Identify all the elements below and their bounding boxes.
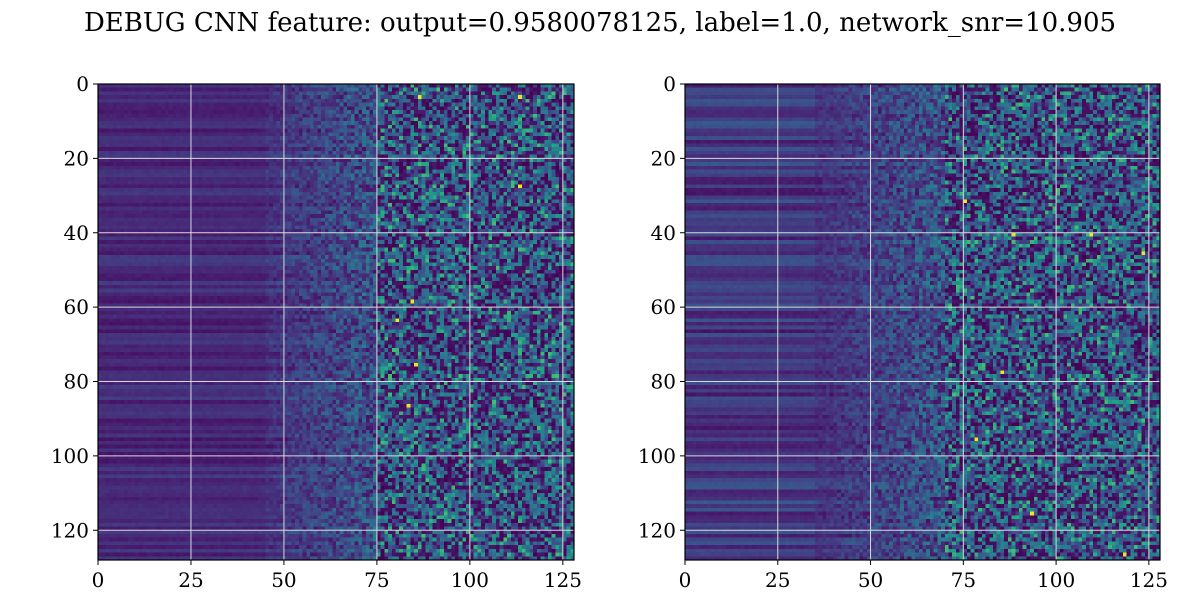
y-tick-label: 120 bbox=[638, 518, 676, 542]
y-tick-label: 100 bbox=[51, 444, 89, 468]
y-tick-label: 120 bbox=[51, 518, 89, 542]
heatmap-image bbox=[685, 84, 1160, 560]
y-tick-label: 60 bbox=[64, 295, 89, 319]
y-tick-label: 40 bbox=[64, 221, 89, 245]
y-tick-label: 0 bbox=[76, 72, 89, 96]
x-tick-label: 100 bbox=[451, 568, 489, 592]
y-tick-label: 20 bbox=[64, 146, 89, 170]
y-tick-label: 40 bbox=[651, 221, 676, 245]
axes-frame bbox=[97, 83, 575, 561]
x-tick-label: 0 bbox=[679, 568, 692, 592]
axes-frame bbox=[684, 83, 1161, 561]
figure-title: DEBUG CNN feature: output=0.9580078125, … bbox=[83, 8, 1117, 38]
heatmap-panel-right: 0 25 50 75 100 125 0 20 40 60 80 100 120 bbox=[638, 72, 1168, 592]
heatmap-image bbox=[98, 84, 574, 560]
x-tick-label: 125 bbox=[544, 568, 582, 592]
x-tick-label: 75 bbox=[951, 568, 976, 592]
x-tick-label: 125 bbox=[1130, 568, 1168, 592]
x-tick-label: 75 bbox=[364, 568, 389, 592]
heatmap-panel-left: 0 25 50 75 100 125 0 20 40 60 80 100 120 bbox=[51, 72, 582, 592]
y-tick-label: 60 bbox=[651, 295, 676, 319]
x-tick-label: 50 bbox=[271, 568, 296, 592]
y-tick-label: 80 bbox=[64, 370, 89, 394]
y-tick-label: 0 bbox=[663, 72, 676, 96]
x-tick-label: 50 bbox=[858, 568, 883, 592]
x-tick-label: 0 bbox=[92, 568, 105, 592]
x-tick-label: 100 bbox=[1037, 568, 1075, 592]
y-tick-label: 20 bbox=[651, 146, 676, 170]
x-tick-label: 25 bbox=[765, 568, 790, 592]
y-tick-label: 100 bbox=[638, 444, 676, 468]
y-tick-label: 80 bbox=[651, 370, 676, 394]
x-tick-label: 25 bbox=[178, 568, 203, 592]
